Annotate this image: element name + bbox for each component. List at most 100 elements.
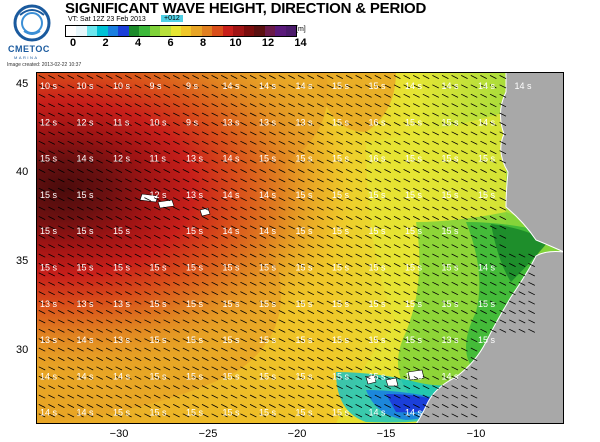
wave-direction-arrow (365, 112, 372, 117)
wave-direction-arrow (288, 169, 295, 173)
wave-direction-arrow (96, 216, 103, 220)
wave-direction-arrow (96, 159, 103, 164)
wave-direction-arrow (182, 319, 190, 324)
wave-period-label: 15 s (259, 299, 277, 309)
wave-direction-arrow (144, 112, 151, 117)
wave-direction-arrow (307, 300, 315, 305)
wave-direction-arrow (413, 244, 420, 249)
wave-direction-arrow (48, 122, 55, 126)
wave-direction-arrow (163, 225, 171, 230)
color-scale-swatch (66, 26, 77, 36)
wave-direction-arrow (269, 206, 276, 211)
wave-direction-arrow (259, 281, 267, 286)
wave-direction-arrow (163, 93, 171, 98)
wave-period-label: 15 s (259, 335, 277, 345)
wave-direction-arrow (211, 347, 219, 352)
wave-direction-arrow (192, 112, 199, 117)
wave-direction-arrow (451, 112, 459, 117)
wave-direction-arrow (307, 347, 315, 352)
wave-direction-arrow (451, 253, 459, 258)
wave-direction-arrow (57, 216, 65, 220)
wave-direction-arrow (153, 93, 161, 98)
wave-direction-arrow (461, 300, 468, 305)
wave-period-label: 15 s (186, 263, 204, 273)
wave-direction-arrow (182, 206, 190, 211)
wave-direction-arrow (125, 263, 132, 267)
wave-direction-arrow (221, 310, 228, 314)
wave-direction-arrow (153, 216, 161, 220)
wave-direction-arrow (297, 310, 305, 314)
wave-direction-arrow (221, 131, 228, 136)
wave-direction-arrow (240, 234, 247, 239)
wave-period-label: 14 s (515, 81, 533, 91)
wave-direction-arrow (355, 122, 363, 126)
wave-direction-arrow (461, 122, 468, 126)
wave-direction-arrow (384, 338, 391, 343)
wave-direction-arrow (182, 357, 190, 361)
wave-period-label: 15 s (369, 81, 387, 91)
wave-direction-arrow (211, 216, 219, 220)
wave-direction-arrow (115, 225, 123, 230)
wave-direction-arrow (38, 112, 46, 117)
wave-direction-arrow (393, 178, 401, 183)
wave-direction-arrow (489, 310, 497, 314)
wave-direction-arrow (67, 366, 75, 371)
wave-direction-arrow (125, 404, 132, 408)
wave-direction-arrow (441, 394, 449, 399)
wave-direction-arrow (105, 375, 113, 380)
wave-direction-arrow (480, 131, 487, 136)
wave-direction-arrow (67, 234, 75, 239)
wave-direction-arrow (211, 328, 219, 333)
wave-direction-arrow (38, 178, 46, 183)
wave-direction-arrow (77, 310, 84, 314)
wave-period-label: 15 s (442, 154, 460, 164)
wave-direction-arrow (230, 103, 238, 108)
wave-direction-arrow (307, 366, 315, 371)
wave-direction-arrow (259, 338, 267, 343)
wave-period-label: 15 s (442, 117, 460, 127)
wave-direction-arrow (297, 112, 305, 117)
wave-direction-arrow (269, 75, 276, 79)
wave-direction-arrow (393, 122, 401, 126)
wave-direction-arrow (192, 150, 199, 155)
wave-direction-arrow (297, 244, 305, 249)
wave-direction-arrow (77, 112, 84, 117)
wave-direction-arrow (144, 253, 151, 258)
wave-direction-arrow (403, 206, 411, 211)
wave-direction-arrow (173, 169, 180, 173)
wave-direction-arrow (77, 263, 84, 267)
wave-direction-arrow (105, 310, 113, 314)
wave-direction-arrow (403, 413, 411, 418)
wave-direction-arrow (278, 357, 286, 361)
wave-period-label: 15 s (40, 190, 58, 200)
wave-direction-arrow (345, 216, 353, 220)
wave-direction-arrow (77, 385, 84, 390)
wave-period-label: 14 s (405, 371, 423, 381)
wave-direction-arrow (461, 169, 468, 173)
wave-direction-arrow (163, 328, 171, 333)
wave-direction-arrow (422, 263, 430, 267)
wave-direction-arrow (288, 159, 295, 164)
wave-direction-arrow (125, 206, 132, 211)
wave-direction-arrow (336, 187, 343, 192)
wave-direction-arrow (221, 159, 228, 164)
wave-direction-arrow (201, 197, 209, 202)
wave-direction-arrow (307, 216, 315, 220)
wave-direction-arrow (230, 310, 238, 314)
wave-direction-arrow (173, 357, 180, 361)
wave-direction-arrow (192, 244, 199, 249)
wave-period-label: 13 s (77, 299, 95, 309)
page-title: SIGNIFICANT WAVE HEIGHT, DIRECTION & PER… (65, 0, 427, 17)
wave-direction-arrow (441, 413, 449, 418)
wave-direction-arrow (355, 187, 363, 192)
wave-direction-arrow (134, 366, 142, 371)
wave-direction-arrow (201, 169, 209, 173)
wave-direction-arrow (38, 187, 46, 192)
wave-direction-arrow (249, 234, 257, 239)
wave-direction-arrow (393, 140, 401, 145)
wave-direction-arrow (153, 310, 161, 314)
wave-direction-arrow (278, 75, 286, 79)
wave-direction-arrow (288, 263, 295, 267)
wave-direction-arrow (240, 263, 247, 267)
wave-direction-arrow (192, 234, 199, 239)
